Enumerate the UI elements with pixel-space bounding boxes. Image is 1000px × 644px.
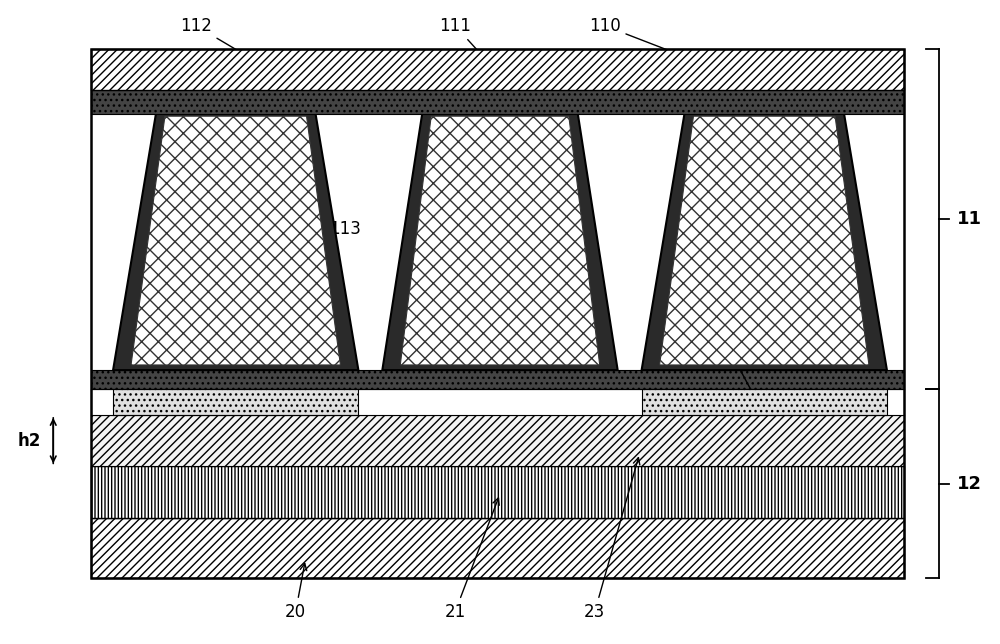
Text: 21: 21 (444, 498, 499, 621)
Bar (91, 90, 904, 113)
Bar (91, 518, 904, 578)
Polygon shape (131, 116, 340, 365)
Text: 112: 112 (180, 17, 267, 68)
Bar (91, 370, 904, 390)
Bar (642, 390, 887, 415)
Text: 23: 23 (584, 458, 640, 621)
Bar (91, 50, 904, 578)
Text: 12: 12 (957, 475, 982, 493)
Bar (91, 390, 904, 415)
Text: 111: 111 (439, 17, 497, 72)
Polygon shape (113, 113, 358, 370)
Text: 22: 22 (684, 276, 757, 402)
Bar (91, 466, 904, 518)
Text: 110: 110 (589, 17, 715, 69)
Bar (91, 415, 904, 466)
Text: 11: 11 (957, 211, 982, 229)
Text: 113: 113 (198, 220, 361, 262)
Polygon shape (660, 116, 869, 365)
Polygon shape (382, 113, 618, 370)
Text: 20: 20 (285, 564, 307, 621)
Polygon shape (400, 116, 600, 365)
Text: h2: h2 (18, 431, 41, 450)
Polygon shape (642, 113, 887, 370)
Bar (91, 50, 904, 90)
Bar (113, 390, 358, 415)
